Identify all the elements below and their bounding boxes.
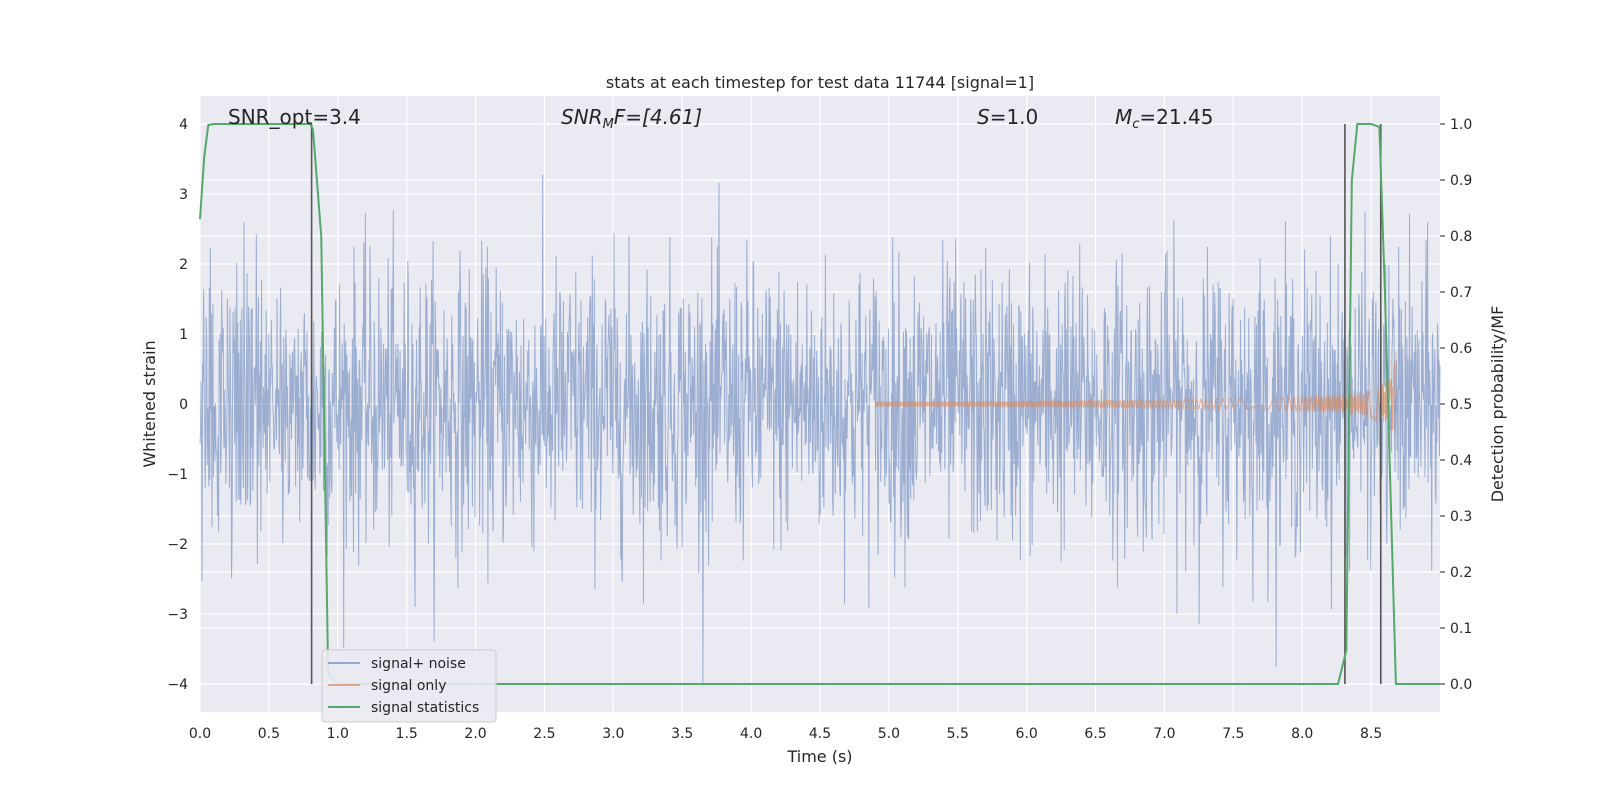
x-axis-label: Time (s) xyxy=(786,747,852,766)
legend-box xyxy=(321,649,497,723)
y-right-tick-label: 0.3 xyxy=(1450,509,1472,525)
x-tick-label: 1.5 xyxy=(396,726,418,742)
grid xyxy=(199,96,1440,712)
vertical-markers xyxy=(310,124,1382,684)
y-tick-label: 1 xyxy=(179,327,188,343)
legend-label-signal-statistics: signal statistics xyxy=(371,700,479,716)
y-tick-label: 3 xyxy=(179,187,188,203)
y-right-tick-label: 0.6 xyxy=(1450,341,1472,357)
legend-label-signal-only: signal only xyxy=(371,678,446,694)
legend-label-signal-noise: signal+ noise xyxy=(371,656,466,672)
x-tick-label: 8.0 xyxy=(1291,726,1313,742)
y-right-tick-label: 0.9 xyxy=(1450,173,1472,189)
x-tick-label: 6.0 xyxy=(1016,726,1038,742)
y-right-tick-label: 0.8 xyxy=(1450,229,1472,245)
x-tick-label: 0.5 xyxy=(258,726,280,742)
mc-annotation: Mc=21.45 xyxy=(1115,105,1213,132)
y-tick-label: 2 xyxy=(179,257,188,273)
x-tick-label: 6.5 xyxy=(1084,726,1106,742)
x-tick-label: 3.5 xyxy=(671,726,693,742)
signal-noise-series xyxy=(199,174,1441,685)
y-right-tick-label: 0.2 xyxy=(1450,565,1472,581)
y-axis-right-ticks: 1.0 0.9 0.8 0.7 0.6 0.5 0.4 0.3 0.2 0.1 0.0 xyxy=(1440,117,1472,693)
y-tick-label: −4 xyxy=(167,677,188,693)
x-tick-label: 4.5 xyxy=(809,726,831,742)
snr-opt-annotation: SNR_opt=3.4 xyxy=(228,105,361,129)
y-axis-right-label: Detection probability/MF xyxy=(1488,306,1507,503)
signal-only-line xyxy=(874,351,1397,434)
y-tick-label: 4 xyxy=(179,117,188,133)
x-tick-label: 8.5 xyxy=(1360,726,1382,742)
y-tick-label: −1 xyxy=(167,467,188,483)
y-right-tick-label: 0.5 xyxy=(1450,397,1472,413)
x-axis-ticks: 0.0 0.5 1.0 1.5 2.0 2.5 3.0 3.5 4.0 4.5 5.0 5.5 6.0 6… xyxy=(189,726,1382,742)
x-tick-label: 7.0 xyxy=(1153,726,1175,742)
x-tick-label: 2.5 xyxy=(533,726,555,742)
y-tick-label: 0 xyxy=(179,397,188,413)
signal-only-series xyxy=(874,351,1397,434)
x-tick-label: 0.0 xyxy=(189,726,211,742)
s-annotation: S=1.0 xyxy=(977,105,1038,129)
y-right-tick-label: 0.7 xyxy=(1450,285,1472,301)
x-tick-label: 4.0 xyxy=(740,726,762,742)
y-right-tick-label: 1.0 xyxy=(1450,117,1472,133)
snr-mf-annotation: SNRMF=[4.61] xyxy=(561,105,702,132)
x-tick-label: 5.5 xyxy=(947,726,969,742)
signal-noise-line xyxy=(199,174,1441,685)
y-tick-label: −2 xyxy=(167,537,188,553)
chart-title: stats at each timestep for test data 117… xyxy=(606,73,1034,92)
y-right-tick-label: 0.1 xyxy=(1450,621,1472,637)
y-right-tick-label: 0.4 xyxy=(1450,453,1472,469)
y-axis-label: Whitened strain xyxy=(140,340,159,467)
x-tick-label: 7.5 xyxy=(1222,726,1244,742)
x-tick-label: 1.0 xyxy=(327,726,349,742)
x-tick-label: 2.0 xyxy=(464,726,486,742)
legend: signal+ noise signal only signal statist… xyxy=(321,649,497,723)
x-tick-label: 5.0 xyxy=(878,726,900,742)
y-right-tick-label: 0.0 xyxy=(1450,677,1472,693)
x-tick-label: 3.0 xyxy=(602,726,624,742)
y-tick-label: −3 xyxy=(167,607,188,623)
y-axis-left-ticks: 4 3 2 1 0 −1 −2 −3 −4 xyxy=(167,117,188,693)
